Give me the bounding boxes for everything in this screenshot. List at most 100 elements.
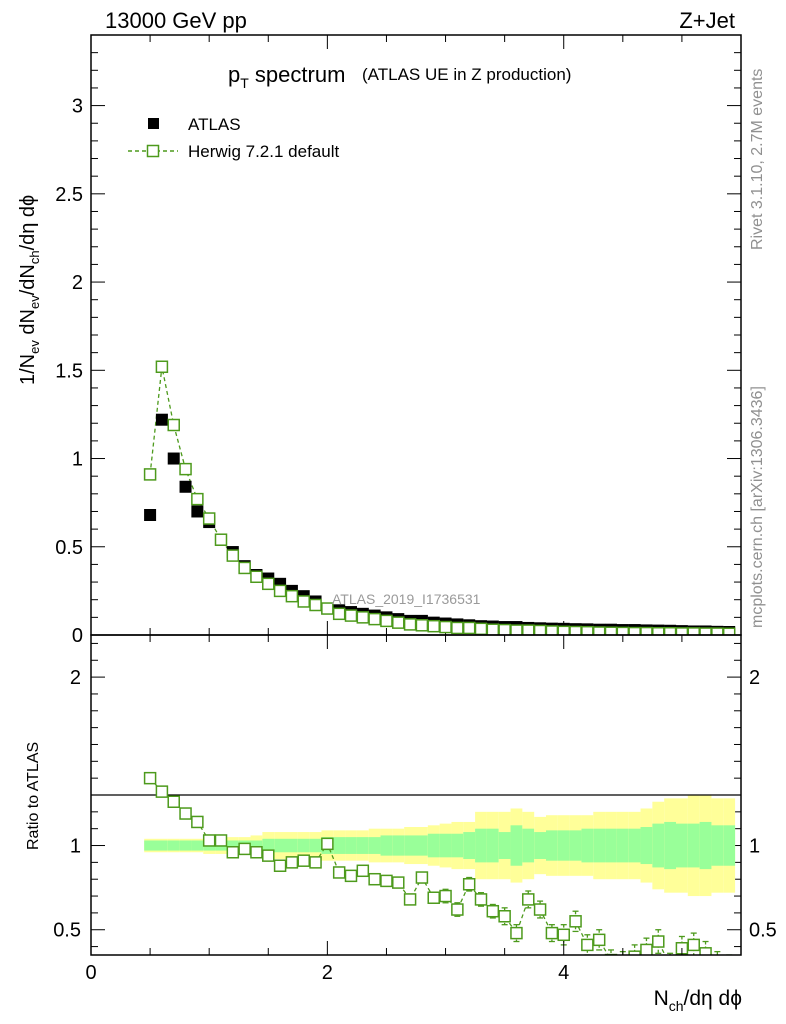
herwig-ratio-point: [344, 869, 358, 883]
herwig-data-point: [722, 627, 736, 635]
herwig-data-point: [273, 584, 287, 598]
main-y-tick-label: 2: [72, 272, 83, 294]
herwig-ratio-point: [522, 893, 535, 906]
main-y-tick-label: 1.5: [55, 360, 83, 382]
herwig-ratio-point: [712, 958, 723, 969]
ratio-band-inner-bin: [664, 821, 676, 870]
herwig-data-point: [545, 625, 559, 635]
herwig-ratio-point: [273, 859, 287, 872]
herwig-data-point: [285, 589, 299, 603]
herwig-ratio-point: [356, 864, 370, 878]
herwig-ratio-point: [285, 856, 299, 869]
main-y-tick-label: 1: [72, 449, 83, 471]
legend-atlas-marker: [148, 118, 159, 129]
herwig-ratio-point: [545, 926, 559, 940]
herwig-ratio-point: [510, 926, 523, 940]
atlas-data-point: [179, 480, 192, 493]
herwig-ratio-point: [628, 950, 641, 955]
ratio-band-inner-bin: [356, 837, 369, 854]
ratio-band-inner-bin: [309, 838, 322, 853]
ratio-band-inner-bin: [475, 828, 487, 863]
ratio-band-inner-bin: [226, 840, 239, 851]
herwig-ratio-point: [724, 961, 735, 972]
herwig-data-point: [238, 561, 251, 575]
ratio-band-inner-bin: [676, 823, 688, 868]
ratio-band-inner-bin: [534, 832, 546, 859]
herwig-ratio-point: [202, 834, 216, 847]
mcplots-label: mcplots.cern.ch [arXiv:1306.3436]: [749, 386, 766, 628]
herwig-ratio-point: [557, 928, 570, 942]
header-energy-label: 13000 GeV pp: [105, 8, 247, 33]
ratio-band-inner-bin: [286, 838, 298, 853]
herwig-data-point: [581, 625, 594, 635]
herwig-data-point: [462, 621, 476, 635]
herwig-data-point: [557, 625, 570, 635]
herwig-data-point: [368, 612, 381, 626]
atlas-data-point: [167, 452, 180, 465]
herwig-data-point: [533, 624, 547, 635]
ratio-band-inner-bin: [711, 825, 724, 866]
herwig-ratio-point: [533, 903, 547, 916]
atlas-data-point: [155, 413, 168, 426]
main-y-axis-label: 1/Nev dNev/dNch/dη dϕ: [17, 195, 42, 385]
ratio-band-inner-bin: [616, 828, 629, 863]
herwig-data-point: [486, 623, 500, 635]
main-y-tick-label: 2.5: [55, 184, 83, 206]
herwig-ratio-point: [297, 854, 310, 867]
ratio-plot-panel: 0.5 0.5 1 1 2 2 0 2 4 Ratio to ATLAS Nch/dη dϕ: [25, 634, 777, 1014]
ratio-band-inner-bin: [427, 833, 440, 858]
herwig-data-point: [155, 360, 169, 374]
analysis-watermark: ATLAS_2019_I1736531: [332, 591, 481, 607]
herwig-data-point: [451, 621, 464, 635]
herwig-data-point: [510, 624, 523, 635]
ratio-band-inner-bin: [262, 838, 275, 853]
herwig-ratio-point: [226, 846, 240, 859]
ratio-y-tick-label-right: 2: [749, 667, 760, 689]
ratio-band-inner-bin: [463, 832, 476, 859]
plot-title: pT spectrum: [228, 62, 345, 91]
ratio-band-inner-bin: [498, 832, 511, 859]
ratio-band-inner-bin: [179, 840, 192, 851]
main-plot-panel: 0 0.5 1 1.5 2 2.5 3 pT spectrum (ATLAS UE in Z…: [17, 34, 742, 647]
herwig-ratio-point: [403, 893, 417, 906]
ratio-band-inner-bin: [380, 835, 393, 856]
herwig-ratio-point: [214, 834, 228, 847]
ratio-band-inner-bin: [687, 823, 700, 868]
main-y-tick-label: 3: [72, 96, 83, 118]
ratio-band-inner-bin: [392, 835, 405, 856]
legend-herwig-label: Herwig 7.2.1 default: [188, 142, 339, 161]
herwig-data-point: [675, 627, 689, 635]
herwig-ratio-point: [250, 846, 263, 859]
herwig-ratio-point: [699, 947, 712, 955]
herwig-ratio-point: [569, 915, 582, 928]
herwig-ratio-point: [415, 871, 429, 884]
herwig-data-point: [143, 468, 157, 481]
herwig-ratio-point: [640, 943, 653, 955]
ratio-band-inner-bin: [191, 840, 204, 851]
ratio-data-layer: [143, 771, 735, 972]
herwig-data-point: [592, 626, 606, 635]
herwig-ratio-point: [687, 938, 700, 952]
herwig-ratio-point: [167, 795, 180, 808]
herwig-data-point: [332, 607, 346, 621]
main-y-ticks: 0 0.5 1 1.5 2 2.5 3: [55, 35, 742, 647]
herwig-data-point: [711, 627, 724, 635]
ratio-band-inner-bin: [510, 825, 523, 866]
ratio-uncertainty-band: [144, 795, 736, 897]
ratio-band-inner-bin: [451, 833, 464, 858]
herwig-data-point: [439, 620, 452, 634]
herwig-data-point: [663, 626, 677, 635]
herwig-ratio-point: [665, 960, 676, 971]
atlas-data-point: [191, 505, 204, 518]
herwig-ratio-point: [309, 856, 322, 869]
herwig-data-point: [356, 611, 370, 624]
herwig-data-point: [640, 626, 653, 635]
ratio-band-inner-bin: [557, 830, 570, 861]
legend: ATLAS Herwig 7.2.1 default: [128, 115, 339, 161]
herwig-ratio-point: [179, 807, 192, 820]
ratio-band-inner-bin: [652, 823, 665, 868]
plot-subtitle: (ATLAS UE in Z production): [362, 65, 571, 84]
herwig-ratio-point: [451, 903, 464, 916]
ratio-band-inner-bin: [522, 828, 535, 863]
